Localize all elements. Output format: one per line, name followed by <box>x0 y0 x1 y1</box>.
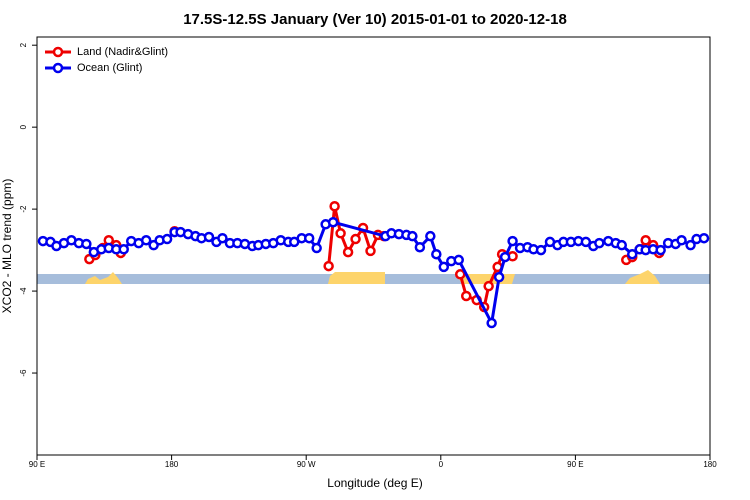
land-patch <box>328 272 385 284</box>
x-tick-label: 180 <box>703 460 717 469</box>
legend-marker <box>52 62 64 74</box>
series-point <box>676 235 687 246</box>
series-point <box>161 233 173 245</box>
series-point <box>438 261 450 273</box>
y-tick-label: 0 <box>19 124 28 129</box>
series-point <box>335 228 346 239</box>
series-point <box>118 244 129 255</box>
series-point <box>425 230 436 242</box>
x-tick-label: 0 <box>439 460 444 469</box>
y-tick-label: -2 <box>19 205 28 213</box>
series-point <box>203 231 215 243</box>
series-point <box>580 236 592 248</box>
y-tick-label: -6 <box>19 369 28 377</box>
series-point <box>594 237 605 249</box>
series-point <box>350 233 361 245</box>
series-point <box>499 251 511 263</box>
land-patch <box>85 272 122 284</box>
series-point <box>303 232 315 244</box>
series-point <box>327 216 339 228</box>
series-point <box>454 269 466 280</box>
x-axis-label: Longitude (deg E) <box>327 476 422 490</box>
y-tick-label: -4 <box>19 287 28 295</box>
x-tick-label: 90 E <box>29 460 45 469</box>
legend-marker <box>52 46 64 58</box>
series-point <box>507 235 518 247</box>
series-point <box>453 254 464 266</box>
series-point <box>616 239 628 251</box>
series-point <box>640 235 651 246</box>
chart-title: 17.5S-12.5S January (Ver 10) 2015-01-01 … <box>183 11 567 28</box>
series-point <box>407 230 418 242</box>
series-point <box>493 271 505 283</box>
y-axis-label: XCO2 - MLO trend (ppm) <box>0 179 14 314</box>
series-point <box>626 248 638 260</box>
mask-band <box>37 270 710 284</box>
series-point <box>365 245 376 257</box>
series-point <box>140 235 152 246</box>
series-point <box>685 239 696 251</box>
series-point <box>217 232 228 244</box>
plot-frame <box>36 36 711 456</box>
series-point <box>81 238 92 250</box>
legend-label: Ocean (Glint) <box>77 62 142 74</box>
x-tick-label: 180 <box>165 460 179 469</box>
series-point <box>698 232 710 244</box>
legend-label: Land (Nadir&Glint) <box>77 46 168 58</box>
series-point <box>311 242 322 254</box>
x-tick-label: 90 E <box>567 460 583 469</box>
x-tick-label: 90 W <box>297 460 316 469</box>
series-point <box>460 290 472 302</box>
series-point <box>535 244 547 256</box>
series-point <box>431 248 442 260</box>
series-point <box>655 244 666 256</box>
series-point <box>342 246 354 258</box>
series-point <box>414 241 426 253</box>
y-tick-label: 2 <box>19 42 28 47</box>
series-point <box>483 280 494 292</box>
series-point <box>323 260 334 272</box>
series-point <box>486 317 497 329</box>
land-patch <box>625 270 660 284</box>
series-point <box>329 200 340 212</box>
